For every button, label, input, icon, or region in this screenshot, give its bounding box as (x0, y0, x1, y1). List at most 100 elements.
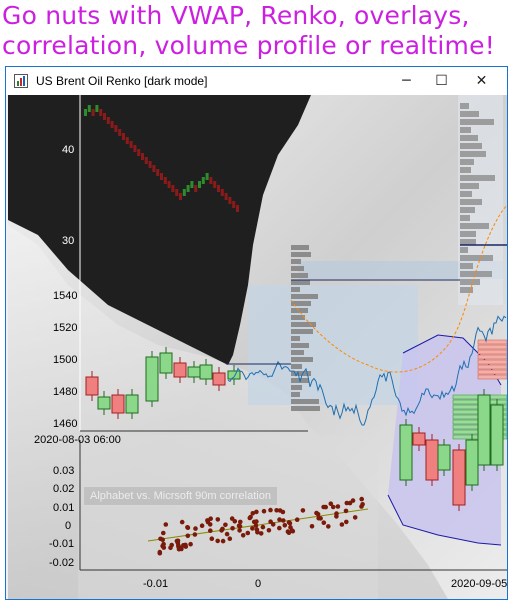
chart-canvas[interactable]: 40 30 1540 1520 1500 1480 1460 2020-08-0… (8, 95, 507, 599)
scatter-point (205, 518, 210, 523)
renko-brick (114, 125, 118, 132)
scatter-point (286, 530, 292, 535)
scatter-point (330, 504, 336, 510)
renko-tick-30: 30 (62, 235, 74, 247)
scatter-point (209, 536, 215, 541)
renko-brick (91, 109, 95, 116)
scatter-point (268, 507, 273, 513)
candle-body (412, 432, 426, 446)
renko-brick (186, 185, 190, 192)
renko-brick (228, 197, 232, 204)
scatter-point (161, 530, 166, 536)
scatter-point (255, 530, 260, 535)
renko-brick (160, 173, 163, 180)
volume-profile-bar (291, 273, 308, 278)
volume-profile-bar (291, 357, 313, 362)
volume-profile-bar (460, 215, 470, 221)
volume-profile-bar (477, 369, 507, 375)
candle-body (173, 362, 187, 378)
main-tick-1500: 1500 (53, 354, 77, 366)
scatter-point (185, 525, 190, 530)
main-tick-1460: 1460 (53, 418, 77, 430)
volume-profile-bar (291, 308, 308, 313)
volume-profile-bar (460, 207, 475, 213)
minimize-button[interactable]: ─ (402, 73, 411, 89)
candle-body (159, 352, 173, 374)
candle-body (85, 376, 99, 396)
volume-profile-bar (291, 287, 300, 292)
renko-brick (236, 205, 239, 212)
maximize-button[interactable]: ☐ (435, 73, 448, 89)
scatter-point (314, 510, 319, 516)
close-button[interactable]: ✕ (475, 73, 488, 89)
renko-brick (163, 177, 167, 184)
dark-mode-panel (8, 95, 311, 365)
scatter-point (281, 518, 286, 523)
volume-profile-bar (291, 371, 311, 376)
renko-tick-40: 40 (62, 144, 74, 156)
candle-body (187, 366, 201, 378)
volume-profile-bar (477, 344, 507, 350)
volume-profile-bar (460, 143, 482, 149)
corr-x-tick-0: 0 (255, 578, 261, 590)
renko-brick (133, 145, 137, 152)
volume-profile-bar (460, 119, 494, 125)
scatter-point (199, 523, 205, 528)
scatter-point (359, 496, 365, 502)
volume-profile-bar (291, 336, 300, 341)
volume-profile-bar (460, 199, 482, 205)
scatter-point (258, 531, 264, 536)
volume-profile-bar (460, 191, 472, 197)
candle-body (490, 404, 504, 466)
scatter-point (286, 520, 292, 525)
scatter-point (360, 502, 365, 507)
scatter-point (215, 517, 221, 522)
scatter-point (274, 508, 279, 513)
scatter-point (309, 524, 315, 529)
candle-body (399, 424, 413, 481)
volume-profile-bar (291, 322, 316, 327)
volume-profile-bar (460, 239, 476, 245)
scatter-point (321, 520, 327, 525)
scatter-point (268, 519, 273, 524)
renko-brick (87, 105, 91, 112)
vwap-line (290, 204, 507, 373)
chart-app-icon (14, 74, 28, 93)
window-title: US Brent Oil Renko [dark mode] (36, 74, 208, 88)
candle-body (465, 439, 479, 486)
renko-brick (99, 109, 103, 116)
scatter-point (318, 516, 323, 521)
candle-body (477, 394, 491, 466)
main-tick-1520: 1520 (53, 322, 77, 334)
scatter-point (161, 541, 166, 547)
candle-body (227, 370, 241, 380)
renko-brick (106, 117, 110, 124)
scatter-point (157, 549, 163, 555)
volume-profile-bar (460, 271, 492, 277)
volume-profile-bar (291, 315, 305, 320)
title-bar[interactable]: US Brent Oil Renko [dark mode] ─ ☐ ✕ (6, 67, 507, 95)
renko-brick (190, 181, 194, 188)
renko-brick (201, 177, 205, 184)
renko-brick (156, 169, 160, 176)
renko-brick (182, 189, 186, 196)
scatter-point (347, 500, 353, 506)
volume-profile-bar (291, 259, 301, 264)
volume-profile-bar (291, 245, 309, 250)
volume-profile-bar (460, 263, 473, 269)
volume-profile-bar (291, 350, 304, 355)
scatter-point (240, 533, 246, 538)
volume-profile-bar (477, 339, 507, 345)
renko-brick (220, 189, 224, 196)
scatter-point (176, 546, 182, 552)
scatter-point (250, 511, 256, 516)
scatter-point (343, 508, 349, 514)
scatter-point (277, 508, 283, 513)
volume-profile-bar (460, 111, 479, 117)
corr-tick-0.02: 0.02 (53, 483, 74, 495)
scatter-point (352, 515, 358, 520)
highlight-band-top (298, 261, 503, 279)
scatter-point (192, 532, 198, 537)
renko-brick (84, 109, 87, 116)
volume-profile-bar (291, 343, 309, 348)
